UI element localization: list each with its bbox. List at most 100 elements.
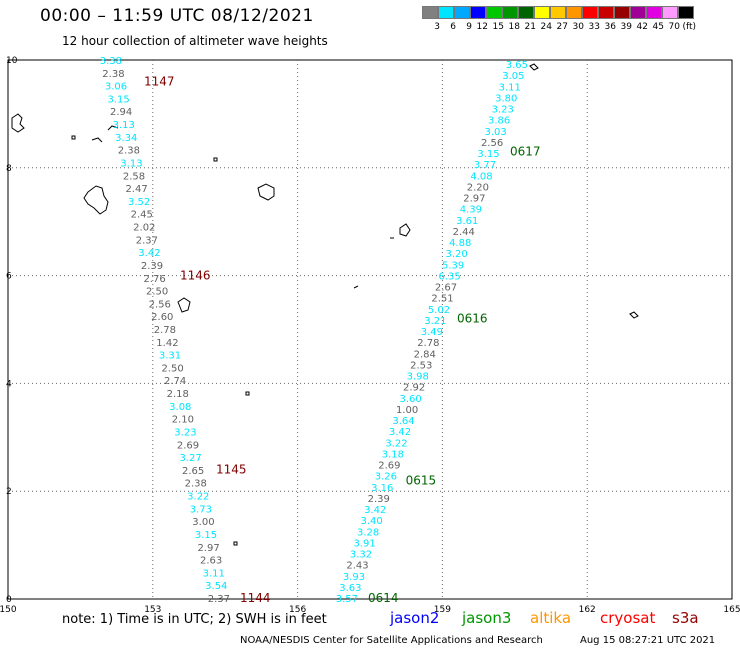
color-swatch [662, 6, 678, 19]
wave-height-value: 3.11 [203, 568, 225, 579]
wave-height-value: 3.42 [138, 248, 160, 259]
wave-height-value: 2.97 [463, 194, 485, 205]
wave-height-value: 2.92 [403, 383, 425, 394]
map-frame [7, 59, 733, 600]
pass-time-label: 0617 [510, 145, 541, 159]
x-tick-label: 159 [434, 605, 451, 615]
color-scale-label: 12 [476, 22, 488, 32]
wave-height-value: 3.16 [371, 483, 393, 494]
wave-height-value: 3.86 [488, 116, 510, 127]
wave-height-value: 2.53 [410, 360, 432, 371]
wave-height-value: 5.02 [428, 305, 450, 316]
wave-height-value: 2.10 [172, 415, 194, 426]
wave-height-value: 3.61 [456, 216, 478, 227]
color-swatch [614, 6, 630, 19]
wave-height-value: 2.63 [200, 556, 222, 567]
wave-height-value: 2.51 [431, 294, 453, 305]
wave-height-value: 3.38 [100, 56, 122, 67]
wave-height-value: 2.97 [197, 543, 219, 554]
wave-height-value: 2.94 [110, 107, 132, 118]
island-shape [107, 125, 119, 131]
wave-height-value: 2.39 [368, 494, 390, 505]
wave-height-value: 3.40 [361, 516, 383, 527]
wave-height-value: 3.80 [495, 93, 517, 104]
wave-height-value: 2.78 [417, 338, 439, 349]
wave-height-value: 4.08 [470, 171, 492, 182]
x-tick-label: 153 [144, 605, 161, 615]
wave-height-value: 3.60 [399, 394, 421, 405]
wave-height-value: 2.37 [208, 594, 230, 605]
island-shape [11, 113, 25, 133]
color-scale-label: 15 [492, 22, 504, 32]
wave-height-value: 3.91 [353, 538, 375, 549]
wave-height-value: 2.76 [143, 274, 165, 285]
wave-height-value: 3.93 [343, 572, 365, 583]
wave-height-value: 2.67 [435, 283, 457, 294]
island-shape [177, 297, 191, 313]
wave-height-value: 2.69 [177, 440, 199, 451]
x-tick-label: 150 [0, 605, 17, 615]
wave-height-value: 3.08 [169, 402, 191, 413]
wave-height-value: 3.15 [477, 149, 499, 160]
wave-height-value: 3.15 [195, 530, 217, 541]
pass-time-label: 0615 [406, 473, 437, 487]
color-scale-label: 9 [466, 22, 472, 32]
satellite-legend-item: jason3 [462, 609, 512, 627]
color-scale-label: 3 [434, 22, 440, 32]
wave-height-value: 3.32 [350, 550, 372, 561]
satellite-legend-item: jason2 [390, 609, 440, 627]
color-swatch [646, 6, 662, 19]
wave-height-value: 2.39 [141, 261, 163, 272]
wave-height-value: 3.42 [364, 505, 386, 516]
island-shape [83, 185, 109, 215]
island-shape [71, 135, 76, 140]
wave-height-value: 2.56 [481, 138, 503, 149]
wave-height-value: 3.64 [392, 416, 414, 427]
color-swatch [422, 6, 438, 19]
y-tick-label: 6 [6, 272, 12, 282]
color-swatch [678, 6, 694, 19]
wave-height-value: 2.47 [125, 184, 147, 195]
pass-time-label: 0616 [457, 312, 488, 326]
wave-height-value: 3.54 [205, 581, 227, 592]
pass-time-label: 1145 [216, 463, 247, 477]
color-scale [422, 6, 694, 19]
color-scale-label: 24 [540, 22, 552, 32]
wave-height-value: 3.77 [474, 160, 496, 171]
island-shape [353, 285, 359, 289]
y-tick-label: 8 [6, 164, 12, 174]
island-shape [245, 391, 250, 396]
color-scale-label: 45 [652, 22, 664, 32]
x-tick-label: 162 [579, 605, 596, 615]
wave-height-value: 2.38 [185, 479, 207, 490]
wave-height-value: 3.34 [115, 133, 137, 144]
satellite-legend-item: altika [530, 609, 572, 627]
color-scale-labels: 3 6 9 12 15 18 21 24 27 30 33 36 39 42 45 70 (ft) [422, 22, 740, 34]
wave-height-value: 3.31 [159, 351, 181, 362]
wave-height-value: 3.13 [113, 120, 135, 131]
pass-time-label: 1147 [144, 75, 175, 89]
wave-height-value: 3.21 [424, 316, 446, 327]
y-tick-label: 0 [6, 595, 12, 605]
satellite-legend-item: s3a [672, 609, 699, 627]
color-swatch [518, 6, 534, 19]
wave-height-value: 3.52 [128, 197, 150, 208]
color-scale-label: 36 [604, 22, 616, 32]
wave-height-value: 1.42 [156, 338, 178, 349]
wave-height-value: 2.65 [182, 466, 204, 477]
wave-height-value: 3.27 [179, 453, 201, 464]
color-swatch [566, 6, 582, 19]
wave-height-value: 3.28 [357, 527, 379, 538]
color-scale-label: 30 [572, 22, 584, 32]
color-swatch [550, 6, 566, 19]
y-tick-label: 4 [6, 379, 12, 389]
wave-height-value: 1.00 [396, 405, 418, 416]
wave-height-value: 2.20 [467, 182, 489, 193]
wave-height-value: 2.78 [154, 325, 176, 336]
wave-height-value: 2.18 [167, 389, 189, 400]
y-tick-label: 10 [6, 56, 18, 66]
wave-height-value: 3.57 [336, 594, 358, 605]
wave-height-value: 3.42 [389, 427, 411, 438]
wave-height-value: 4.88 [449, 238, 471, 249]
